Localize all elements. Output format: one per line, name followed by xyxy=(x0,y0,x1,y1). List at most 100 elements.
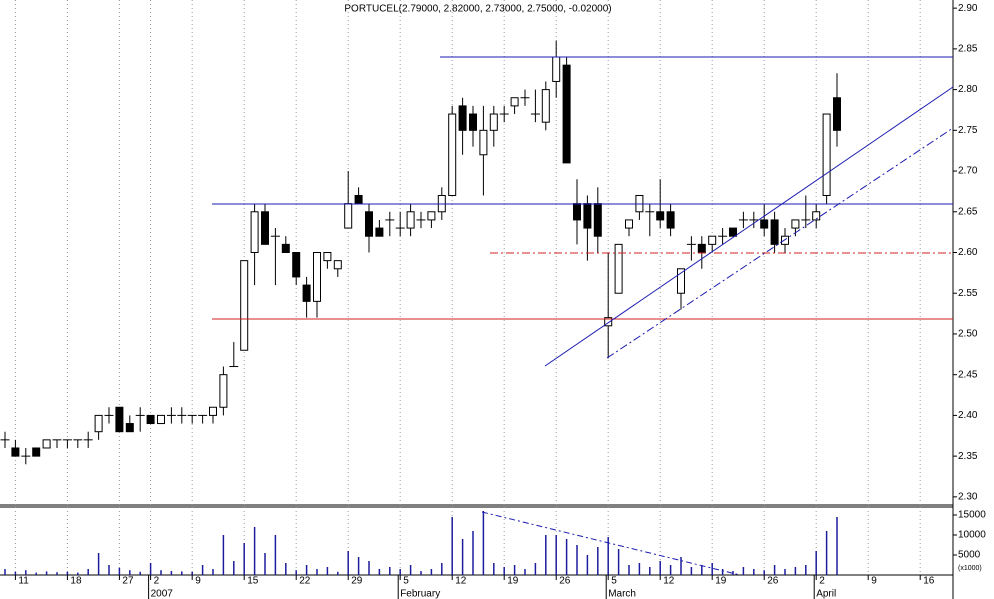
x-tick-label: 5 xyxy=(403,576,409,587)
candle-body xyxy=(323,252,332,262)
y-tick-label: 2.55 xyxy=(958,288,978,299)
candle-body xyxy=(292,252,301,278)
candle-body xyxy=(42,439,51,449)
x-tick-label: 2 xyxy=(154,576,160,587)
candle-body xyxy=(219,374,228,408)
marks xyxy=(0,40,841,575)
y-tick-label: 2.90 xyxy=(958,3,978,14)
candle-body xyxy=(157,414,165,425)
candle-body xyxy=(240,260,249,351)
candle-body xyxy=(302,284,311,302)
candle-body xyxy=(562,64,571,164)
month-label: 2007 xyxy=(151,589,174,599)
candle-body xyxy=(281,243,290,254)
candle-body xyxy=(614,243,623,294)
candle-body xyxy=(32,447,41,457)
candle-body xyxy=(489,113,498,131)
month-label: February xyxy=(400,589,440,599)
month-label: April xyxy=(816,589,836,599)
candle-body xyxy=(469,113,477,131)
candle-body xyxy=(125,423,134,433)
candle-body xyxy=(666,211,675,229)
candle-body xyxy=(583,203,592,229)
candle-body xyxy=(406,211,415,229)
candle-body xyxy=(770,219,779,245)
trend-line xyxy=(544,86,954,367)
x-tick-label: 9 xyxy=(871,576,877,587)
x-tick-label: 12 xyxy=(663,576,675,587)
y-tick-label: 2.45 xyxy=(958,369,978,380)
candle-body xyxy=(677,268,685,294)
candle-body xyxy=(791,219,800,229)
y-tick-label: 2.65 xyxy=(958,206,978,217)
candle-body xyxy=(697,243,706,254)
y-tick-label: 2.60 xyxy=(958,247,978,258)
candle-body xyxy=(656,211,665,221)
candle-body xyxy=(448,113,457,196)
candle-body xyxy=(781,235,789,245)
candle-body xyxy=(427,211,436,221)
volume-trend-line xyxy=(481,511,741,576)
y2-tick-label: 5000 xyxy=(958,550,981,561)
x-tick-label: 22 xyxy=(299,576,311,587)
y-tick-label: 2.35 xyxy=(958,451,978,462)
x-tick-label: 11 xyxy=(18,576,29,587)
x-tick-label: 29 xyxy=(351,576,363,587)
x-tick-label: 9 xyxy=(195,576,201,587)
candle-body xyxy=(261,211,269,245)
y-tick-label: 2.70 xyxy=(958,166,978,177)
candle-body xyxy=(833,97,841,131)
x-tick-label: 19 xyxy=(715,576,727,587)
candle-body xyxy=(812,211,821,221)
grid: 2.30 2.35 2.40 2.45 2.50 2.55 2.60 2.65 2.70 2.75… xyxy=(14,0,986,599)
candle-body xyxy=(115,406,124,433)
candle-body xyxy=(333,260,342,270)
y2-tick-label: 10000 xyxy=(958,530,986,541)
candle-body xyxy=(760,219,769,229)
y-tick-label: 2.75 xyxy=(958,125,978,136)
x-tick-label: 5 xyxy=(611,576,617,587)
candle-body xyxy=(625,219,633,229)
candle-body xyxy=(209,406,217,416)
x-tick-label: 15 xyxy=(247,576,259,587)
y-tick-label: 2.50 xyxy=(958,329,978,340)
candle-body xyxy=(344,203,353,229)
candle-body xyxy=(94,414,103,433)
x-tick-label: 18 xyxy=(70,576,82,587)
candle-body xyxy=(365,211,373,237)
candle-body xyxy=(729,227,737,237)
y-tick-label: 2.85 xyxy=(958,44,978,55)
candle-body xyxy=(375,227,384,237)
month-label: March xyxy=(608,589,636,599)
candle-body xyxy=(458,105,467,131)
x-tick-label: 12 xyxy=(455,576,467,587)
x-tick-label: 16 xyxy=(923,576,935,587)
candle-body xyxy=(541,89,550,123)
candle-body xyxy=(313,252,321,302)
x-tick-label: 19 xyxy=(507,576,519,587)
candle-body xyxy=(708,235,717,245)
trend-line xyxy=(606,127,954,359)
x-tick-label: 2 xyxy=(819,576,825,587)
y-tick-label: 2.80 xyxy=(958,84,978,95)
candle-body xyxy=(593,203,602,237)
candle-body xyxy=(146,414,155,425)
candle-body xyxy=(552,56,561,82)
chart-title: PORTUCEL(2.79000, 2.82000, 2.73000, 2.75… xyxy=(344,4,611,15)
candle-body xyxy=(604,317,613,327)
candle-body xyxy=(510,97,519,107)
candle-body xyxy=(822,113,831,196)
volume-unit: (x1000) xyxy=(958,565,982,572)
y2-tick-label: 15000 xyxy=(958,510,986,521)
candle-body xyxy=(11,447,20,457)
y-tick-label: 2.30 xyxy=(958,491,978,502)
candle-body xyxy=(354,194,363,205)
candle-body xyxy=(250,211,259,254)
candle-body xyxy=(479,129,488,156)
y-tick-label: 2.40 xyxy=(958,410,978,421)
x-tick-label: 26 xyxy=(767,576,779,587)
x-tick-label: 27 xyxy=(122,576,134,587)
